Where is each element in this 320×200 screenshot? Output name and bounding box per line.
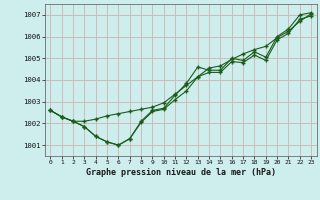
X-axis label: Graphe pression niveau de la mer (hPa): Graphe pression niveau de la mer (hPa) bbox=[86, 168, 276, 177]
